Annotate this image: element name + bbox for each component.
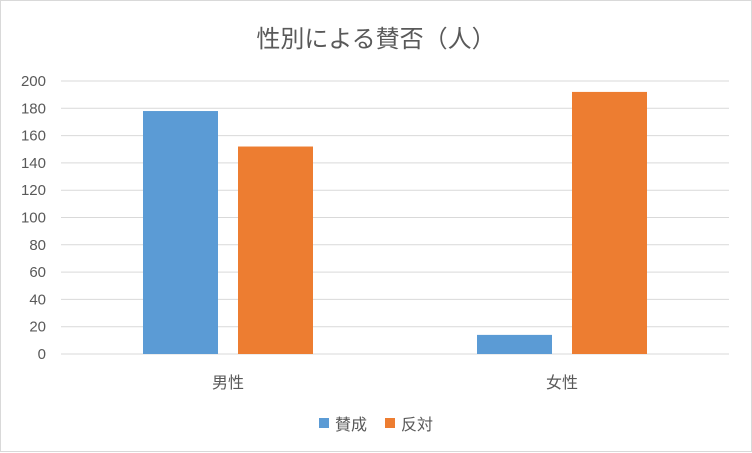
legend-swatch [385,418,395,428]
x-category-label: 男性 [212,373,244,392]
y-tick-label: 40 [29,291,46,308]
legend-item-series-1: 反対 [385,411,433,435]
legend-label: 反対 [401,415,434,434]
chart-title: 性別による賛否（人） [256,25,496,53]
legend: 賛成 反対 [1,411,751,435]
bar-賛成-男性 [143,111,218,354]
legend-swatch [318,418,329,428]
x-category-label: 女性 [546,373,578,392]
bar-賛成-女性 [477,334,552,354]
y-tick-label: 120 [21,182,46,199]
legend-item-series-0: 賛成 [318,411,367,435]
y-tick-label: 20 [29,319,46,336]
bar-反対-女性 [572,91,647,355]
legend-label: 賛成 [334,415,367,434]
y-tick-label: 180 [21,100,46,117]
y-tick-label: 200 [21,73,46,90]
y-tick-label: 80 [29,237,46,254]
y-tick-label: 60 [29,264,46,281]
y-tick-label: 100 [21,210,46,227]
bar-反対-男性 [238,146,313,354]
y-tick-label: 160 [21,128,46,145]
y-tick-label: 140 [21,155,46,172]
bars [143,91,647,355]
y-axis-ticks: 0 20 40 60 80 100 120 140 160 180 200 [21,73,46,363]
x-axis-labels: 男性 女性 [212,373,578,392]
y-tick-label: 0 [38,346,46,363]
